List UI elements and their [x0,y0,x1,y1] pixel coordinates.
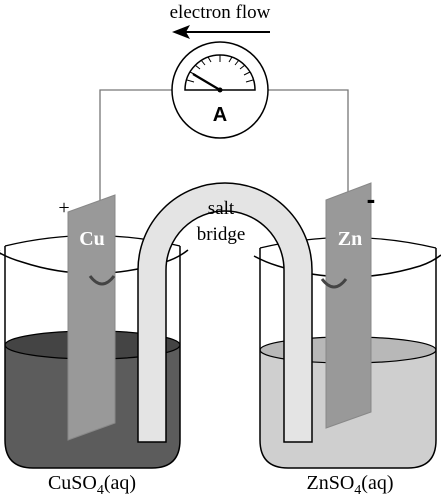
ammeter-needle [192,73,221,91]
salt-bridge-label-line2: bridge [197,224,246,245]
cu-electrode [67,194,116,441]
external-circuit-wire [99,89,349,205]
ammeter: A [171,41,269,139]
electron-flow-label: electron flow [170,2,271,23]
left-solution-label: CuSO4(aq) [48,472,136,498]
cu-electrode-label: Cu [79,228,105,250]
negative-sign: - [367,184,376,214]
right-meniscus [320,278,348,289]
positive-sign: + [58,197,69,219]
ammeter-label: A [213,104,227,126]
left-meniscus [88,275,116,286]
zn-electrode [325,182,372,429]
ammeter-scale-ticks [186,55,254,83]
salt-bridge-label-line1: salt [208,198,235,219]
salt-bridge-tube [137,182,313,443]
left-beaker [0,234,189,469]
right-solution-label: ZnSO4(aq) [307,472,394,498]
zn-electrode-label: Zn [338,228,362,250]
electron-flow-arrow [172,25,270,39]
